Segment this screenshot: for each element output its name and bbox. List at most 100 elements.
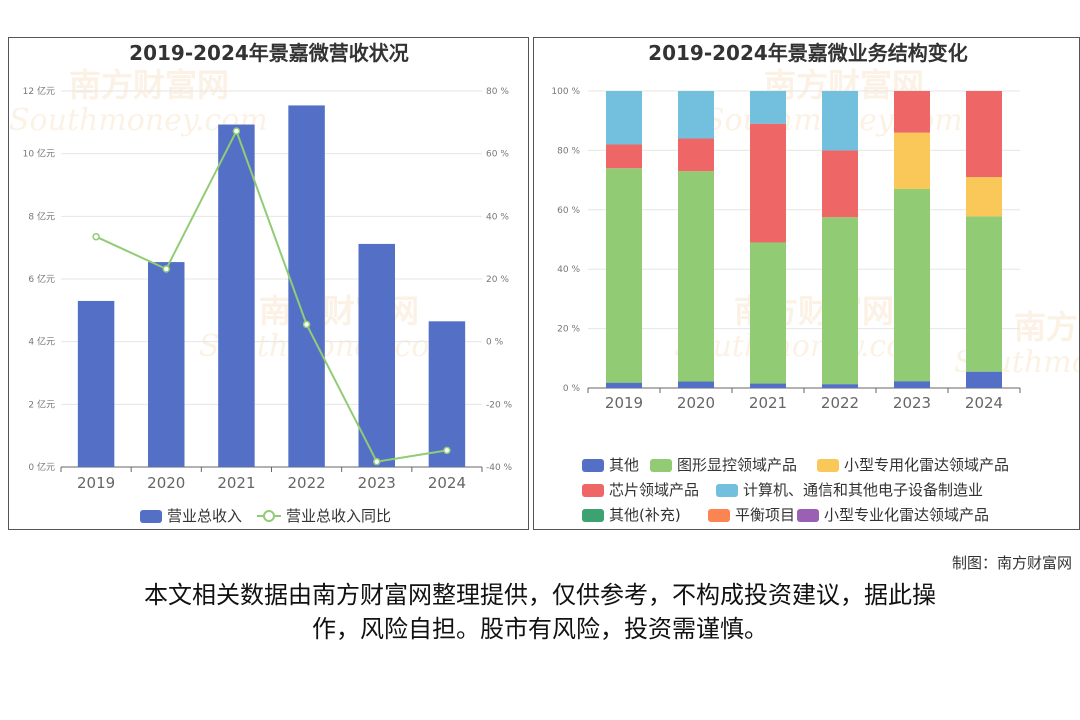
x-axis-tick-label: 2023 [893, 394, 931, 412]
yoy-point [302, 320, 311, 329]
right-axis-tick-label: 80 % [486, 87, 509, 97]
yoy-line [95, 128, 448, 463]
disclaimer-line-2: 作，风险自担。股市有风险，投资需谨慎。 [312, 615, 768, 643]
revenue-chart-panel: 南方财富网Southmoney.com南方财富网Southmoney.com南方… [8, 37, 529, 530]
stacked-bar-segment [894, 189, 930, 382]
legend-label-revenue: 营业总收入 [167, 507, 242, 525]
right-axis-tick-label: 20 % [486, 275, 509, 285]
legend-swatch [650, 459, 672, 472]
legend-swatch [817, 459, 839, 472]
legend-swatch-revenue [140, 510, 162, 523]
x-axis-tick-label: 2024 [965, 394, 1003, 412]
right-axis-tick-label: 40 % [486, 212, 509, 222]
legend-swatch [582, 459, 604, 472]
disclaimer-text: 本文相关数据由南方财富网整理提供，仅供参考，不构成投资建议，据此操 作，风险自担… [60, 578, 1020, 646]
stacked-bar-segment [966, 371, 1002, 388]
y-axis-tick-label: 80 % [557, 146, 580, 156]
stacked-bar-segment [678, 91, 714, 139]
watermark-cn: 南方财富网 [69, 66, 229, 104]
stacked-bar-segment [678, 171, 714, 382]
right-axis-tick-label: 60 % [486, 150, 509, 160]
chart-title: 2019-2024年景嘉微业务结构变化 [648, 41, 968, 65]
legend-swatch [797, 509, 819, 522]
legend-swatch [708, 509, 730, 522]
watermark-cn: 南方财富网 [49, 528, 209, 530]
stacked-bar-segment [894, 91, 930, 133]
yoy-point [373, 457, 381, 466]
yoy-point [443, 446, 451, 455]
left-axis-tick-label: 8 亿元 [28, 210, 55, 222]
legend-label: 小型专用化雷达领域产品 [844, 456, 1009, 474]
x-axis-tick-label: 2022 [287, 474, 325, 492]
legend-swatch [582, 509, 604, 522]
revenue-chart: 南方财富网Southmoney.com南方财富网Southmoney.com南方… [9, 41, 513, 530]
yoy-point [92, 232, 100, 241]
x-axis-tick-label: 2021 [217, 474, 255, 492]
stacked-bar-segment [750, 91, 786, 124]
stacked-bar-segment [822, 150, 858, 218]
stacked-bar-segment [606, 168, 642, 383]
business-structure-chart-panel: 南方财富网Southmoney.com南方财富网Southmoney.com南方… [533, 37, 1080, 530]
x-axis-tick-label: 2022 [821, 394, 859, 412]
stacked-bar-segment [606, 91, 642, 145]
legend-label: 其他(补充) [609, 506, 681, 524]
stacked-bar-segment [678, 381, 714, 388]
legend-label: 其他 [609, 456, 639, 474]
stacked-bar-segment [894, 381, 930, 388]
y-axis-tick-label: 40 % [557, 265, 580, 275]
left-axis-tick-label: 4 亿元 [28, 336, 55, 348]
business-structure-chart: 南方财富网Southmoney.com南方财富网Southmoney.com南方… [551, 41, 1080, 524]
watermark-cn: 南方财富网 [259, 292, 419, 330]
legend-label-yoy: 营业总收入同比 [286, 507, 391, 525]
stacked-bar-segment [894, 132, 930, 190]
x-axis-tick-label: 2024 [428, 474, 466, 492]
legend-swatch [582, 484, 604, 497]
stacked-bar-segment [750, 242, 786, 384]
right-axis-tick-label: -20 % [486, 400, 513, 410]
stacked-bar-segment [822, 217, 858, 385]
watermark-en: Southmoney.com [674, 329, 933, 364]
legend-swatch [716, 484, 738, 497]
disclaimer-line-1: 本文相关数据由南方财富网整理提供，仅供参考，不构成投资建议，据此操 [144, 581, 936, 609]
right-axis-tick-label: -40 % [486, 463, 513, 473]
x-axis-tick-label: 2020 [147, 474, 185, 492]
stacked-bar-segment [606, 144, 642, 169]
x-axis-tick-label: 2023 [358, 474, 396, 492]
legend-label: 芯片领域产品 [609, 481, 699, 499]
left-axis-tick-label: 0 亿元 [28, 461, 55, 473]
x-axis-tick-label: 2021 [749, 394, 787, 412]
x-axis-tick-label: 2019 [77, 474, 115, 492]
left-axis-tick-label: 6 亿元 [28, 273, 55, 285]
right-axis-tick-label: 0 % [486, 338, 504, 348]
stacked-bar-segment [966, 177, 1002, 217]
y-axis-tick-label: 20 % [557, 325, 580, 335]
revenue-bar [148, 262, 185, 467]
stacked-bar-segment [750, 383, 786, 388]
stacked-bar-segment [678, 138, 714, 172]
stacked-bar-segment [966, 216, 1002, 372]
yoy-point [232, 127, 241, 135]
y-axis-tick-label: 60 % [557, 206, 580, 216]
chart-credit: 制图：南方财富网 [951, 554, 1072, 572]
left-axis-tick-label: 2 亿元 [28, 398, 55, 410]
x-axis-tick-label: 2020 [677, 394, 715, 412]
stacked-bar-segment [606, 382, 642, 388]
stacked-bar-segment [822, 91, 858, 151]
revenue-bar [77, 300, 115, 467]
revenue-bar [288, 105, 325, 467]
stacked-bar-segment [750, 123, 786, 243]
y-axis-tick-label: 100 % [551, 87, 580, 97]
legend-label: 图形显控领域产品 [677, 456, 797, 474]
stacked-bar-segment [822, 384, 858, 388]
x-axis-tick-label: 2019 [605, 394, 643, 412]
legend-label: 小型专业化雷达领域产品 [824, 506, 989, 524]
legend-marker-yoy [263, 510, 275, 522]
left-axis-tick-label: 10 亿元 [23, 148, 55, 160]
legend-label: 平衡项目 [735, 506, 795, 524]
watermark-group: 南方财富网Southmoney.com南方财富网Southmoney.com南方… [674, 66, 1080, 380]
revenue-bar [358, 243, 395, 467]
legend-label: 计算机、通信和其他电子设备制造业 [743, 481, 983, 499]
revenue-bar [428, 321, 466, 467]
watermark-cn: 南方财富网 [1014, 308, 1080, 346]
stacked-bar-segment [966, 91, 1002, 178]
